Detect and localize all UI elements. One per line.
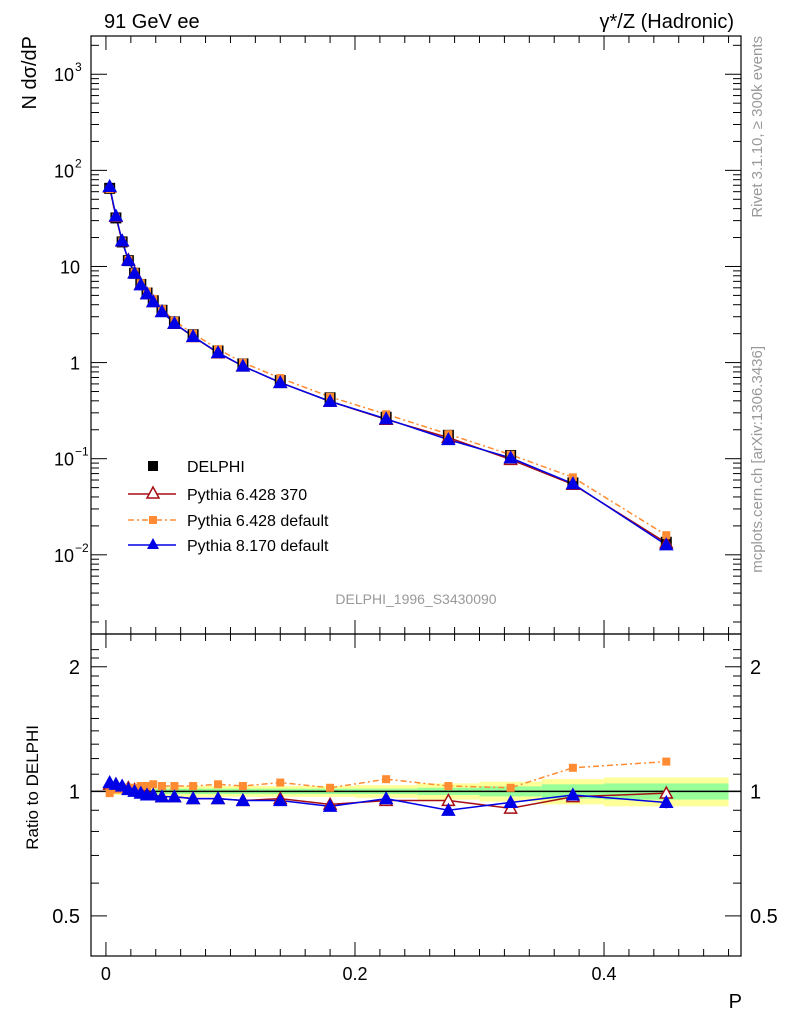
data-point-pythia8-default (235, 358, 251, 372)
legend-label-delphi: DELPHI (187, 459, 245, 476)
x-tick-label: 0.4 (592, 964, 617, 984)
data-point-pythia8-default (114, 233, 130, 247)
data-point-pythia8-default (133, 277, 149, 291)
legend-marker-delphi (148, 461, 158, 471)
ratio-y-tick-label-right: 0.5 (750, 906, 778, 928)
ratio-point-pythia6-default (214, 780, 223, 789)
legend-label-pythia6-370: Pythia 6.428 370 (187, 487, 307, 504)
y-tick-label: 10 (54, 161, 74, 181)
data-point-pythia8-default (139, 286, 155, 300)
legend-label-pythia6-default: Pythia 6.428 default (187, 513, 329, 530)
ratio-point-pythia8-default (185, 791, 201, 805)
ratio-point-pythia8-default (167, 789, 182, 803)
data-point-pythia8-default (127, 265, 142, 279)
process-label: γ*/Z (Hadronic) (600, 11, 734, 33)
ratio-y-axis-title: Ratio to DELPHI (23, 725, 42, 850)
data-point-pythia8-default (378, 411, 394, 425)
y-tick-label: 10 (60, 257, 80, 277)
ratio-point-pythia6-default (506, 783, 515, 792)
series-line-pythia6-default (108, 188, 667, 536)
y-tick-label-exponent: 2 (75, 156, 82, 170)
data-point-pythia8-default (145, 294, 161, 308)
ratio-point-pythia6-default (662, 757, 671, 766)
ratio-frame (90, 633, 742, 957)
data-point-pythia8-default (322, 393, 338, 407)
y-tick-label-exponent: −2 (75, 541, 89, 555)
ratio-point-pythia6-default (149, 780, 158, 789)
legend-entry-pythia6-default: Pythia 6.428 default (128, 513, 329, 530)
main-y-axis-title: N dσ/dP (19, 36, 41, 110)
ratio-point-pythia8-default (503, 794, 518, 809)
data-point-pythia8-default (565, 476, 581, 490)
data-point-pythia8-default (121, 252, 136, 266)
ratio-point-pythia8-default (145, 787, 161, 801)
ratio-point-pythia6-default (276, 778, 285, 787)
x-tick-label: 0.2 (342, 964, 367, 984)
ratio-y-tick-label-right: 2 (750, 657, 761, 679)
legend-entry-pythia8-default: Pythia 8.170 default (128, 538, 329, 555)
rivet-version-label: Rivet 3.1.10, ≥ 300k events (749, 36, 766, 218)
ratio-point-pythia6-default (568, 763, 577, 772)
data-point-pythia8-default (185, 328, 201, 343)
ratio-point-pythia6-default (143, 782, 152, 791)
ratio-point-pythia8-default (441, 802, 456, 816)
y-tick-label: 1 (70, 354, 80, 374)
analysis-id: DELPHI_1996_S3430090 (335, 591, 496, 607)
ratio-point-pythia6-default (326, 783, 335, 792)
data-point-pythia8-default (272, 374, 288, 389)
data-point-pythia8-default (503, 450, 518, 464)
ratio-point-pythia6-default (238, 782, 247, 791)
ratio-y-tick-label: 1 (69, 781, 80, 803)
ratio-point-pythia8-default (272, 793, 288, 807)
legend-marker-pythia8-default (147, 538, 159, 549)
ratio-point-pythia8-default (565, 787, 581, 801)
x-axis-title: P (729, 991, 742, 1013)
mcplots-label: mcplots.cern.ch [arXiv:1306.3436] (749, 346, 766, 573)
data-point-pythia8-default (102, 178, 117, 193)
ratio-point-pythia6-default (189, 782, 198, 791)
legend-label-pythia8-default: Pythia 8.170 default (187, 538, 329, 555)
ratio-line-pythia6-default (109, 760, 667, 794)
ratio-point-pythia6-default (170, 782, 179, 791)
ratio-point-pythia8-default (210, 791, 226, 805)
data-point-pythia8-default (167, 315, 182, 329)
legend: DELPHI Pythia 6.428 370 Pythia 6.428 def… (128, 459, 329, 555)
legend-entry-pythia6-370: Pythia 6.428 370 (128, 485, 307, 504)
x-tick-label: 0 (101, 964, 111, 984)
data-point-pythia8-default (154, 304, 170, 318)
y-tick-label-exponent: 3 (75, 60, 82, 74)
legend-entry-delphi: DELPHI (148, 459, 245, 476)
ratio-panel: 0 0.2 0.4 0.5 0.5 1 1 2 2 (52, 633, 778, 984)
ratio-y-tick-label: 0.5 (52, 906, 80, 928)
y-tick-label-exponent: −1 (75, 445, 89, 459)
legend-marker-pythia6-default (149, 516, 157, 524)
data-point-pythia8-default (659, 537, 674, 551)
energy-label: 91 GeV ee (104, 11, 200, 33)
data-point-pythia8-default (108, 208, 124, 222)
ratio-point-pythia6-default (382, 775, 391, 784)
data-point-pythia8-default (441, 432, 456, 446)
ratio-point-pythia8-default (154, 789, 170, 803)
y-tick-label: 10 (54, 450, 74, 470)
y-tick-label: 10 (54, 546, 74, 566)
ratio-point-pythia6-default (157, 782, 166, 791)
ratio-y-tick-label-right: 1 (750, 781, 761, 803)
legend-marker-pythia6-370 (145, 485, 161, 499)
ratio-y-tick-label: 2 (69, 657, 80, 679)
y-tick-label: 10 (54, 65, 74, 85)
ratio-point-pythia6-default (444, 782, 453, 791)
data-point-pythia6-default (662, 531, 671, 540)
ratio-point-pythia8-default (378, 791, 394, 805)
ratio-point-pythia8-default (235, 793, 251, 807)
ratio-point-pythia8-default (659, 794, 674, 809)
data-point-pythia8-default (210, 345, 226, 359)
ratio-point-pythia6-default (105, 789, 114, 798)
ratio-point-pythia8-default (322, 798, 338, 812)
